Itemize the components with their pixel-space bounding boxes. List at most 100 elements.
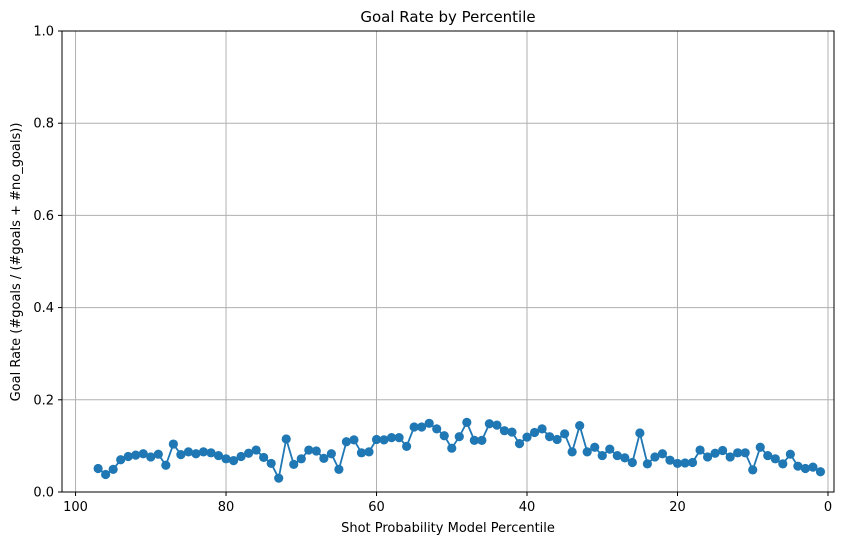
data-point [244, 448, 254, 458]
data-point [198, 447, 209, 457]
data-point [815, 467, 826, 477]
data-point [334, 464, 344, 475]
data-point [672, 458, 683, 469]
data-point [665, 455, 675, 465]
data-point [552, 434, 562, 445]
data-point [687, 457, 698, 468]
data-point [326, 449, 336, 459]
data-point [469, 435, 479, 445]
data-point [635, 428, 645, 438]
data-point [296, 454, 306, 464]
x-tick-label: 0 [824, 500, 832, 515]
data-point [402, 441, 412, 451]
data-point [514, 439, 525, 449]
data-point [101, 469, 111, 480]
data-point [274, 473, 284, 483]
data-point [778, 459, 788, 469]
data-point [620, 453, 630, 463]
data-point [281, 434, 291, 444]
chart-title: Goal Rate by Percentile [360, 8, 535, 26]
data-point [108, 464, 118, 475]
data-point [657, 449, 668, 459]
data-point [304, 445, 314, 455]
y-axis-label: Goal Rate (#goals / (#goals + #no_goals)… [9, 123, 24, 402]
data-point [793, 461, 803, 471]
data-point [605, 444, 615, 454]
data-point [680, 458, 690, 468]
data-point [409, 422, 419, 432]
data-point [236, 451, 246, 462]
data-point [379, 435, 389, 445]
data-point [507, 427, 517, 437]
data-point [499, 426, 510, 436]
data-point [763, 450, 773, 461]
data-point [612, 450, 622, 461]
data-point [153, 449, 163, 459]
y-tick-label: 0.2 [33, 393, 54, 408]
data-point [394, 433, 404, 443]
data-point [529, 427, 540, 438]
data-point [161, 460, 171, 470]
x-tick-label: 100 [63, 500, 88, 515]
y-tick-label: 0.4 [33, 301, 54, 316]
data-point [492, 420, 502, 430]
data-point [537, 424, 547, 434]
data-point [349, 435, 359, 445]
data-point [228, 456, 239, 466]
data-point [710, 448, 720, 458]
data-point [590, 442, 600, 452]
data-point [289, 459, 299, 469]
data-point [695, 445, 705, 455]
data-point [755, 442, 765, 452]
data-point [447, 443, 457, 453]
data-point [213, 450, 224, 461]
data-point [627, 457, 637, 468]
data-point [356, 448, 367, 458]
data-point [597, 450, 607, 461]
data-point [785, 449, 795, 459]
data-point [560, 429, 570, 439]
data-point [259, 452, 269, 463]
plot-frame [61, 30, 835, 493]
data-point [477, 435, 487, 445]
y-tick-label: 0.8 [33, 117, 54, 132]
data-point [770, 454, 780, 464]
y-tick-label: 0.0 [33, 486, 54, 501]
data-point [123, 451, 133, 462]
data-point [439, 431, 449, 441]
x-tick-label: 20 [669, 500, 686, 515]
y-tick-label: 1.0 [33, 25, 54, 40]
data-point [544, 432, 555, 442]
data-point [575, 421, 585, 431]
ticks: 100 80 60 40 20 0 0.0 0.2 0.4 0.6 0.8 1.0 [33, 25, 832, 516]
data-point [131, 450, 141, 460]
data-point [718, 445, 728, 456]
data-point [371, 434, 382, 445]
x-axis-label: Shot Probability Model Percentile [341, 521, 555, 536]
data-point [341, 437, 352, 447]
data-point [116, 455, 126, 465]
data-point [808, 462, 818, 472]
data-point [642, 459, 653, 469]
series-layer [93, 417, 826, 483]
data-point [183, 447, 194, 457]
data-point [702, 452, 713, 462]
y-tick-label: 0.6 [33, 209, 54, 224]
data-point [484, 419, 494, 429]
data-point [266, 458, 276, 469]
x-tick-label: 60 [368, 500, 385, 515]
data-point [206, 448, 216, 458]
data-point [454, 432, 464, 442]
data-point [93, 463, 103, 474]
data-point [650, 452, 660, 462]
data-point [311, 446, 321, 456]
data-point [319, 453, 329, 463]
data-point [417, 422, 427, 432]
data-point [191, 449, 201, 459]
x-tick-label: 40 [519, 500, 536, 515]
data-point [740, 448, 750, 458]
data-point [168, 439, 178, 449]
data-point [748, 465, 758, 475]
